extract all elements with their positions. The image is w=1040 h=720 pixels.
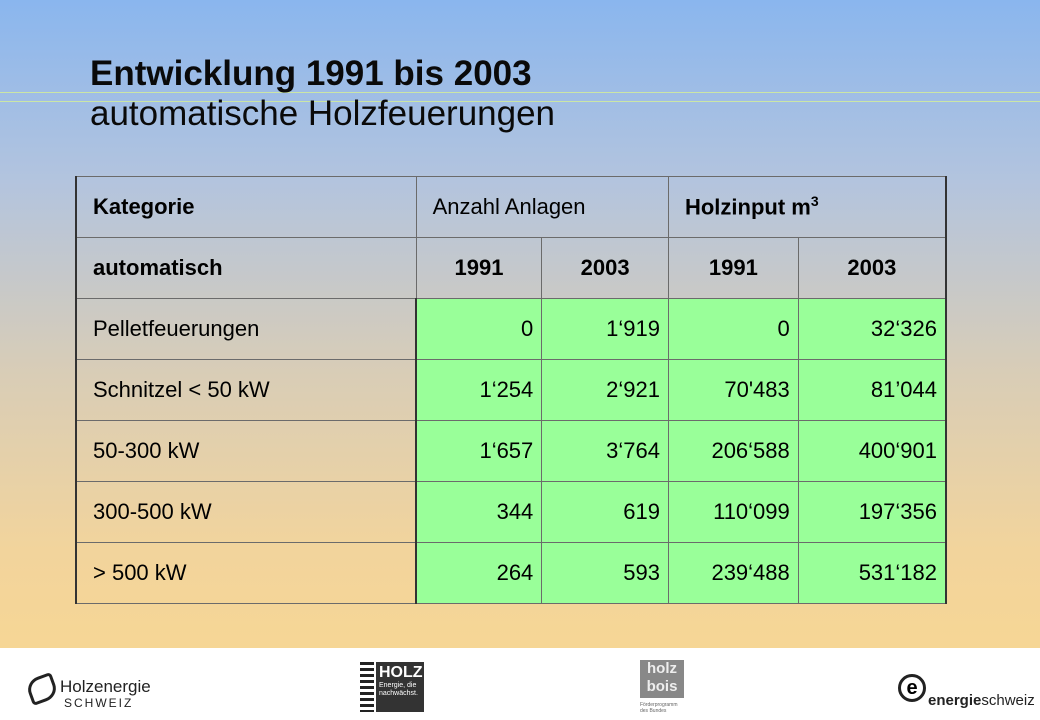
cell-holz-2003: 400‘901 (797, 420, 947, 482)
table-row: > 500 kW 264 593 239‘488 531‘182 (74, 542, 947, 604)
energieschweiz-text: energieschweiz (928, 692, 1035, 709)
title-line-2: automatische Holzfeuerungen (90, 94, 556, 133)
header-row-2: automatisch 1991 2003 1991 2003 (74, 237, 947, 299)
cell-anzahl-1991: 0 (415, 298, 543, 360)
cell-holz-1991: 239‘488 (667, 542, 799, 604)
cell-holz-2003: 81’044 (797, 359, 947, 421)
energie-rest: schweiz (981, 692, 1035, 709)
cell-anzahl-1991: 264 (415, 542, 543, 604)
header-holzinput-sup: 3 (810, 193, 819, 210)
table-row: Pelletfeuerungen 0 1‘919 0 32‘326 (74, 298, 947, 360)
holz-badge-logo: HOLZ Energie, die nachwächst. (360, 662, 426, 714)
cell-holz-1991: 70'483 (667, 359, 799, 421)
holz-bois-mark: holz bois (640, 660, 684, 698)
cell-anzahl-2003: 1‘919 (541, 298, 669, 360)
woodpecker-icon (360, 662, 374, 712)
header-year-2003-a: 2003 (541, 237, 669, 299)
holzenergie-logo: Holzenergie SCHWEIZ (60, 678, 151, 712)
header-kategorie: Kategorie (74, 176, 417, 238)
slide-background: Entwicklung 1991 bis 2003 automatische H… (0, 0, 1040, 648)
cell-holz-1991: 0 (667, 298, 799, 360)
cell-anzahl-1991: 344 (415, 481, 543, 543)
footer (0, 648, 1040, 720)
energie-e-icon: e (898, 674, 926, 702)
table-row: Schnitzel < 50 kW 1‘254 2‘921 70'483 81’… (74, 359, 947, 421)
header-automatisch: automatisch (74, 237, 417, 299)
row-label: Pelletfeuerungen (74, 298, 417, 360)
header-year-1991-a: 1991 (415, 237, 543, 299)
decor-line (0, 101, 1040, 102)
row-label: Schnitzel < 50 kW (74, 359, 417, 421)
cell-holz-2003: 531‘182 (797, 542, 947, 604)
cell-anzahl-2003: 619 (541, 481, 669, 543)
header-anzahl-anlagen: Anzahl Anlagen (415, 176, 669, 238)
cell-anzahl-1991: 1‘254 (415, 359, 543, 421)
table-row: 300-500 kW 344 619 110‘099 197‘356 (74, 481, 947, 543)
cell-anzahl-1991: 1‘657 (415, 420, 543, 482)
holz-badge-title: HOLZ (379, 664, 423, 681)
header-holzinput-text: Holzinput m (684, 194, 811, 220)
header-row-1: Kategorie Anzahl Anlagen Holzinput m3 (74, 176, 947, 238)
header-year-1991-h: 1991 (667, 237, 799, 299)
header-holzinput: Holzinput m3 (667, 176, 947, 238)
header-year-2003-h: 2003 (797, 237, 947, 299)
cell-holz-2003: 32‘326 (797, 298, 947, 360)
row-label: 300-500 kW (74, 481, 417, 543)
holz-bois-logo: holz bois Förderprogramm des Bundes (640, 660, 684, 716)
holzenergie-name: Holzenergie (60, 677, 151, 696)
energieschweiz-logo: e energieschweiz (898, 674, 1035, 710)
holzenergie-sub: SCHWEIZ (64, 696, 134, 710)
cell-anzahl-2003: 2‘921 (541, 359, 669, 421)
title-line-1: Entwicklung 1991 bis 2003 (90, 54, 532, 93)
cell-anzahl-2003: 593 (541, 542, 669, 604)
holz-badge-tagline: Energie, die nachwächst. (379, 682, 418, 697)
data-table: Kategorie Anzahl Anlagen Holzinput m3 au… (74, 176, 947, 604)
energie-bold: energie (928, 692, 982, 709)
table-row: 50-300 kW 1‘657 3‘764 206‘588 400‘901 (74, 420, 947, 482)
row-label: 50-300 kW (74, 420, 417, 482)
cell-holz-2003: 197‘356 (797, 481, 947, 543)
row-label: > 500 kW (74, 542, 417, 604)
decor-line (0, 92, 1040, 93)
cell-anzahl-2003: 3‘764 (541, 420, 669, 482)
holz-badge-box: HOLZ Energie, die nachwächst. (376, 662, 424, 712)
slide-title: Entwicklung 1991 bis 2003 automatische H… (90, 54, 555, 134)
holz-bois-caption: Förderprogramm des Bundes (640, 702, 678, 714)
cell-holz-1991: 110‘099 (667, 481, 799, 543)
cell-holz-1991: 206‘588 (667, 420, 799, 482)
